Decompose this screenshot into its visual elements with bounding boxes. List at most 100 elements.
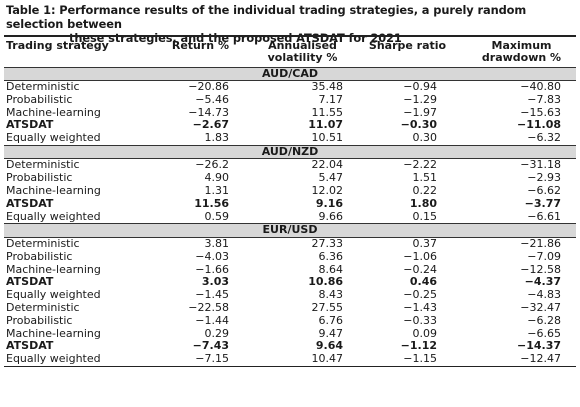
cell-sharpe: −1.97 [403, 105, 437, 119]
cell-volatility: 11.07 [308, 118, 343, 132]
table-row: Machine-learning 0.29 9.47 0.09 −6.65 [4, 326, 576, 341]
cell-drawdown: −12.47 [520, 352, 561, 366]
cell-strategy: ATSDAT [6, 275, 54, 289]
cell-sharpe: −1.15 [403, 352, 437, 366]
header-return: Return % [171, 38, 229, 52]
cell-volatility: 8.43 [318, 288, 344, 302]
cell-sharpe: 1.80 [409, 196, 437, 210]
cell-sharpe: 0.30 [412, 131, 438, 145]
cell-drawdown: −15.63 [520, 105, 561, 119]
header-annualised-volatility: Annualised volatility % [267, 38, 338, 64]
cell-strategy: Probabilistic [6, 313, 73, 327]
cell-return: −20.86 [188, 80, 229, 93]
cell-strategy: Machine-learning [6, 326, 101, 340]
cell-return: 3.81 [204, 236, 230, 250]
cell-sharpe: −1.06 [403, 249, 437, 263]
cell-strategy: Machine-learning [6, 262, 101, 276]
table-row: Equally weighted −1.45 8.43 −0.25 −4.83 [4, 288, 576, 302]
cell-sharpe: 0.46 [409, 275, 437, 289]
cell-sharpe: −1.12 [400, 339, 437, 353]
table-row: Probabilistic 4.90 5.47 1.51 −2.93 [4, 171, 576, 185]
cell-volatility: 27.33 [311, 236, 344, 250]
cell-strategy: Equally weighted [6, 288, 101, 302]
cell-volatility: 27.55 [311, 300, 344, 314]
cell-drawdown: −12.58 [520, 262, 561, 276]
table-row: Deterministic −20.86 35.48 −0.94 −40.80 [4, 80, 576, 94]
cell-volatility: 5.47 [318, 171, 344, 185]
header-maximum-drawdown: Maximum drawdown % [481, 38, 562, 64]
table-caption: Table 1: Performance results of the indi… [6, 3, 576, 45]
top-rule [4, 35, 576, 37]
cell-strategy: ATSDAT [6, 118, 54, 132]
cell-sharpe: 1.51 [412, 171, 438, 185]
table-row: ATSDAT 11.56 9.16 1.80 −3.77 [4, 196, 576, 211]
cell-strategy: Equally weighted [6, 209, 101, 223]
cell-drawdown: −14.37 [516, 339, 561, 353]
cell-volatility: 9.16 [315, 196, 343, 210]
cell-drawdown: −6.32 [527, 131, 561, 145]
table-header-row: Trading strategy Return % Annualised vola… [4, 37, 576, 67]
cell-volatility: 35.48 [311, 80, 344, 93]
cell-sharpe: −2.22 [403, 158, 437, 172]
cell-sharpe: −0.24 [403, 262, 437, 276]
table-row: Probabilistic −4.03 6.36 −1.06 −7.09 [4, 249, 576, 264]
table-row: Deterministic −26.2 22.04 −2.22 −31.18 [4, 159, 576, 172]
table-row: ATSDAT 3.03 10.86 0.46 −4.37 [4, 276, 576, 289]
cell-drawdown: −7.09 [527, 249, 561, 263]
table-row: Equally weighted 1.83 10.51 0.30 −6.32 [4, 131, 576, 145]
table-body: AUD/CAD Deterministic −20.86 35.48 −0.94 −40.… [4, 66, 576, 366]
header-trading-strategy: Trading strategy [6, 38, 109, 52]
cell-drawdown: −40.80 [520, 80, 561, 93]
table-row: Deterministic 3.81 27.33 0.37 −21.86 [4, 236, 576, 251]
cell-return: −4.03 [195, 249, 229, 263]
currency-pair-header: AUD/CAD [4, 66, 576, 81]
cell-volatility: 10.51 [311, 131, 344, 145]
cell-strategy: Probabilistic [6, 249, 73, 263]
cell-drawdown: −3.77 [524, 196, 561, 210]
table-row: Probabilistic −1.44 6.76 −0.33 −6.28 [4, 313, 576, 328]
cell-volatility: 7.17 [318, 92, 344, 106]
performance-table: Trading strategy Return % Annualised vola… [4, 35, 576, 368]
table-row: Deterministic −22.58 27.55 −1.43 −32.47 [4, 300, 576, 315]
cell-volatility: 8.64 [318, 262, 344, 276]
cell-return: 0.59 [204, 209, 230, 223]
cell-return: 11.56 [194, 196, 229, 210]
table-row: Equally weighted −7.15 10.47 −1.15 −12.47 [4, 352, 576, 366]
cell-strategy: Deterministic [6, 80, 80, 93]
cell-sharpe: 0.09 [412, 326, 438, 340]
table-row: Probabilistic −5.46 7.17 −1.29 −7.83 [4, 92, 576, 107]
cell-drawdown: −2.93 [527, 171, 561, 185]
bottom-rule [4, 365, 576, 368]
cell-volatility: 12.02 [311, 184, 344, 198]
cell-return: −2.67 [192, 118, 229, 132]
table-row: ATSDAT −7.43 9.64 −1.12 −14.37 [4, 340, 576, 353]
cell-sharpe: −0.33 [403, 313, 437, 327]
cell-drawdown: −6.65 [527, 326, 561, 340]
currency-pair-header: AUD/NZD [4, 144, 576, 160]
cell-drawdown: −11.08 [516, 118, 561, 132]
cell-return: 3.03 [201, 275, 229, 289]
table-row: Machine-learning −1.66 8.64 −0.24 −12.58 [4, 262, 576, 277]
cell-sharpe: −0.30 [400, 118, 437, 132]
cell-return: 1.83 [204, 131, 230, 145]
table-row: Machine-learning −14.73 11.55 −1.97 −15.63 [4, 105, 576, 120]
cell-drawdown: −4.37 [524, 275, 561, 289]
cell-volatility: 11.55 [311, 105, 344, 119]
cell-sharpe: −1.43 [403, 300, 437, 314]
cell-return: −7.43 [192, 339, 229, 353]
cell-sharpe: 0.15 [412, 209, 438, 223]
cell-return: −7.15 [195, 352, 229, 366]
cell-return: 0.29 [204, 326, 230, 340]
cell-drawdown: −6.61 [527, 209, 561, 223]
cell-strategy: Equally weighted [6, 131, 101, 145]
table-row: ATSDAT −2.67 11.07 −0.30 −11.08 [4, 119, 576, 132]
cell-strategy: Probabilistic [6, 92, 73, 106]
cell-sharpe: 0.22 [412, 184, 438, 198]
cell-return: −1.66 [195, 262, 229, 276]
cell-sharpe: −0.25 [403, 288, 437, 302]
cell-volatility: 9.47 [318, 326, 344, 340]
cell-strategy: Machine-learning [6, 184, 101, 198]
cell-volatility: 22.04 [311, 158, 344, 172]
cell-drawdown: −6.62 [527, 184, 561, 198]
cell-sharpe: −0.94 [403, 80, 437, 93]
